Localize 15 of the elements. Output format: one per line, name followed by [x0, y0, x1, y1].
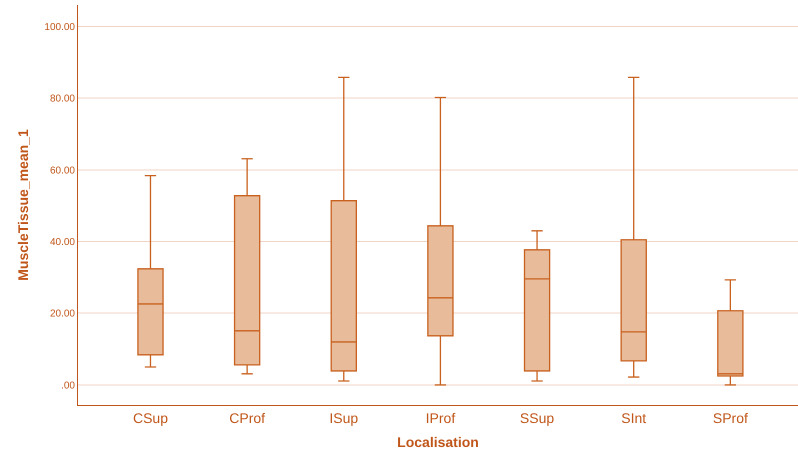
x-tick-label: IProf	[426, 410, 456, 426]
x-tick-label: SInt	[621, 410, 646, 426]
y-axis-title: MuscleTissue_mean_1	[15, 129, 32, 281]
y-tick-label: .00	[61, 380, 76, 392]
y-tick-label: 80.00	[50, 94, 76, 105]
x-tick-label: ISup	[329, 410, 358, 426]
y-tick-label: 60.00	[50, 165, 76, 176]
x-tick-label: SSup	[520, 410, 554, 426]
x-axis-title: Localisation	[397, 434, 479, 450]
x-tick-label: CSup	[132, 410, 168, 426]
y-tick-label: 20.00	[50, 308, 76, 320]
y-tick-label: 100.00	[44, 22, 76, 34]
x-tick-label: CProf	[229, 410, 266, 426]
y-tick-label: 40.00	[50, 237, 76, 248]
x-tick-label: SProf	[712, 410, 748, 426]
